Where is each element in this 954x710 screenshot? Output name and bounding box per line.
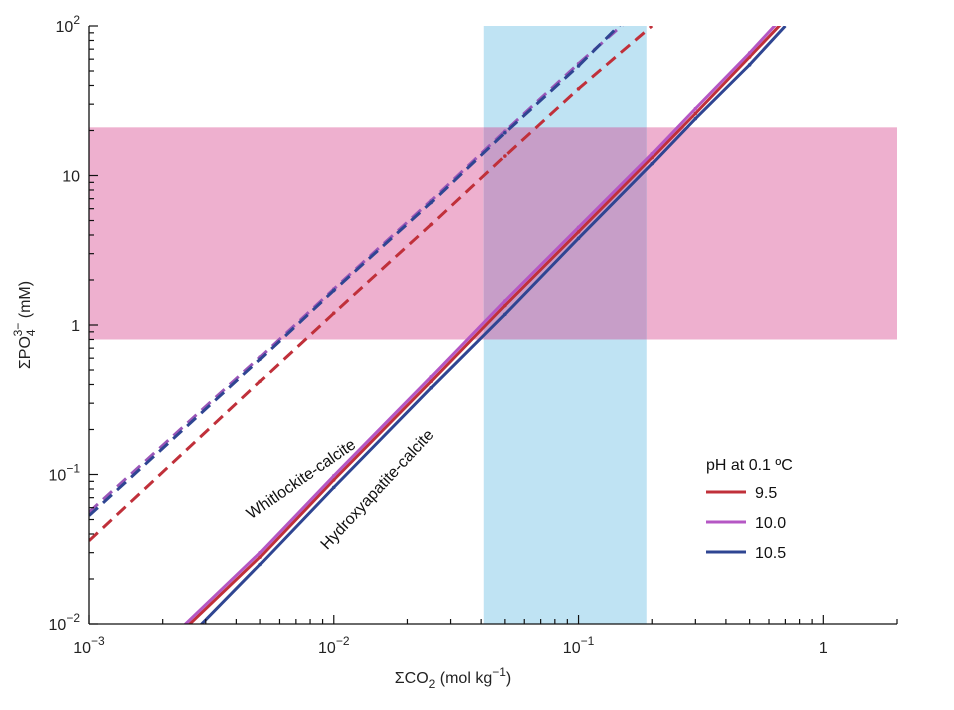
data-point xyxy=(503,299,507,303)
series-line-hydroxyapatite-ph-10.5 xyxy=(199,26,787,624)
legend-label: 10.5 xyxy=(755,545,786,562)
data-point xyxy=(429,379,433,384)
axis-titles: ΣCO2 (mol kg−1) ΣPO43− (mM) xyxy=(11,281,511,691)
y-tick-label: 1 xyxy=(71,318,80,335)
data-point xyxy=(576,236,581,241)
data-point xyxy=(693,106,698,111)
series-line-hydroxyapatite-ph-10.0 xyxy=(183,26,777,624)
data-point xyxy=(503,131,507,135)
y-tick-label: 10−2 xyxy=(49,611,81,634)
x-tick-label: 10−3 xyxy=(73,634,105,657)
legend-label: 9.5 xyxy=(755,485,777,502)
data-point xyxy=(503,312,507,317)
legend-label: 10.0 xyxy=(755,515,786,532)
data-point xyxy=(429,222,433,227)
data-point xyxy=(576,87,581,91)
data-point xyxy=(693,111,698,116)
data-point xyxy=(258,562,262,567)
data-point xyxy=(429,375,433,379)
data-point xyxy=(747,55,752,59)
data-point xyxy=(258,379,262,384)
data-point xyxy=(331,474,336,478)
data-point xyxy=(331,288,336,293)
data-point xyxy=(503,154,507,158)
series-lines xyxy=(89,26,787,624)
data-point xyxy=(331,478,336,482)
data-point xyxy=(650,161,655,166)
data-point xyxy=(693,116,698,121)
data-point xyxy=(576,64,581,68)
x-tick-label: 1 xyxy=(819,640,828,657)
data-point xyxy=(576,230,581,234)
band-overlap xyxy=(483,127,647,340)
series-line-hydroxyapatite-ph-9.5 xyxy=(187,26,782,624)
data-point xyxy=(576,225,581,230)
legend-title: pH at 0.1 ºC xyxy=(706,457,793,474)
data-point xyxy=(503,303,507,308)
x-axis-title: ΣCO2 (mol kg−1) xyxy=(395,665,512,691)
data-point xyxy=(258,357,262,362)
y-tick-label: 102 xyxy=(56,13,81,36)
y-tick-label: 10 xyxy=(62,169,80,186)
data-point xyxy=(258,550,262,555)
data-point xyxy=(747,51,752,55)
data-point xyxy=(650,151,655,156)
data-point xyxy=(747,63,752,67)
annotations: Whitlockite-calciteHydroxyapatite-calcit… xyxy=(244,426,438,553)
data-point xyxy=(429,200,433,205)
data-point xyxy=(258,555,262,559)
data-point xyxy=(429,386,433,390)
x-tick-label: 10−1 xyxy=(563,634,595,657)
y-tick-label: 10−1 xyxy=(49,462,81,485)
x-tick-label: 10−2 xyxy=(318,634,350,657)
data-point xyxy=(331,485,336,490)
legend: pH at 0.1 ºC 9.5 10.0 10.5 xyxy=(706,457,793,562)
y-axis-title: ΣPO43− (mM) xyxy=(11,281,38,369)
data-point xyxy=(331,311,336,315)
axes xyxy=(88,25,898,625)
